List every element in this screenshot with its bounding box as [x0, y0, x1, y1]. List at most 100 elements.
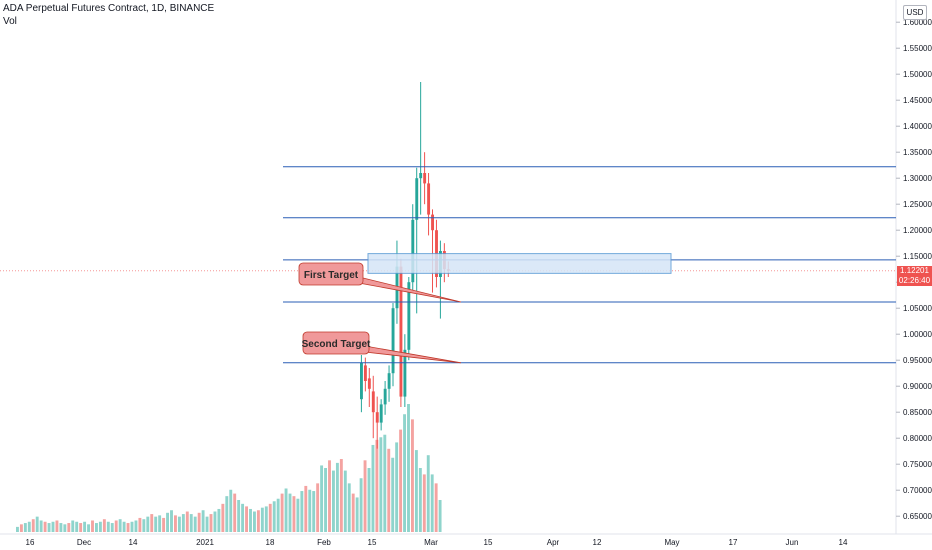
- volume-bar: [316, 483, 320, 532]
- volume-bar: [146, 516, 150, 532]
- volume-bar: [375, 439, 379, 532]
- volume-bar: [110, 523, 114, 532]
- volume-bar: [343, 470, 347, 532]
- volume-bar: [268, 503, 272, 532]
- volume-bar: [272, 501, 276, 532]
- volume-bar: [130, 521, 134, 532]
- price-tick-label: 1.55000: [903, 44, 932, 53]
- volume-bar: [253, 511, 256, 532]
- volume-bar: [193, 516, 197, 532]
- volume-bar: [122, 521, 126, 532]
- volume-bar: [426, 455, 430, 532]
- volume-bar: [383, 434, 387, 532]
- volume-bar: [395, 442, 399, 532]
- candle-countdown: 02:26:40: [898, 276, 931, 285]
- volume-bar: [197, 512, 201, 532]
- volume-bar: [95, 523, 98, 532]
- volume-bar: [332, 470, 335, 532]
- volume-bar: [67, 523, 71, 532]
- volume-bar: [351, 493, 355, 532]
- candle-body: [391, 308, 395, 374]
- volume-bar: [174, 515, 177, 532]
- volume-bar: [31, 519, 35, 532]
- volume-bar: [142, 519, 146, 532]
- volume-bar: [308, 489, 312, 532]
- volume-bar: [296, 498, 300, 532]
- volume-bar: [221, 503, 225, 532]
- volume-bar: [276, 498, 280, 532]
- volume-bar: [35, 516, 39, 532]
- time-tick-label: Feb: [317, 538, 331, 547]
- volume-bar: [233, 493, 237, 532]
- candle-body: [403, 349, 407, 397]
- volume-bar: [79, 523, 83, 532]
- price-tick-label: 1.25000: [903, 200, 932, 209]
- candle-body: [415, 178, 419, 220]
- volume-bar: [185, 511, 189, 532]
- candle-body: [419, 173, 423, 179]
- volume-bar: [91, 520, 94, 532]
- time-tick-label: Mar: [424, 538, 438, 547]
- price-tick-label: 0.85000: [903, 408, 932, 417]
- candle-body: [383, 388, 387, 405]
- volume-bar: [118, 519, 122, 532]
- volume-bar: [300, 491, 304, 532]
- callout-label: First Target: [304, 270, 359, 281]
- volume-bar: [138, 517, 142, 532]
- volume-bar: [158, 515, 162, 532]
- time-tick-label: 12: [593, 538, 602, 547]
- volume-bar: [320, 465, 324, 532]
- volume-bar: [359, 478, 363, 532]
- candle-body: [379, 404, 383, 423]
- price-tick-label: 1.60000: [903, 18, 932, 27]
- price-tick-label: 1.45000: [903, 96, 932, 105]
- volume-bar: [304, 485, 308, 532]
- volume-bar: [347, 483, 351, 532]
- volume-bar: [245, 506, 248, 532]
- volume-bar: [162, 517, 166, 532]
- volume-bar: [177, 516, 181, 532]
- price-tick-label: 1.35000: [903, 148, 932, 157]
- volume-bar: [422, 474, 426, 532]
- volume-bar: [241, 503, 245, 532]
- volume-bar: [201, 510, 205, 532]
- price-tick-label: 1.20000: [903, 226, 932, 235]
- volume-bar: [438, 500, 442, 532]
- symbol-header: ADA Perpetual Futures Contract, 1D, BINA…: [3, 3, 215, 14]
- volume-bar: [391, 457, 395, 532]
- time-tick-label: Jun: [786, 538, 799, 547]
- candle-body: [360, 362, 363, 400]
- candle-body: [431, 214, 434, 231]
- volume-bar: [23, 523, 27, 532]
- volume-bar: [16, 526, 19, 532]
- candle-body: [367, 378, 371, 389]
- volume-bar: [434, 483, 438, 532]
- volume-bar: [371, 444, 375, 532]
- candle-body: [387, 373, 391, 389]
- currency-button[interactable]: USD: [903, 5, 927, 20]
- volume-bar: [114, 520, 118, 532]
- time-tick-label: 2021: [196, 538, 214, 547]
- volume-bar: [63, 524, 67, 532]
- candle-body: [423, 173, 427, 184]
- volume-bar: [430, 474, 434, 532]
- volume-bar: [411, 419, 414, 532]
- volume-bar: [87, 524, 90, 532]
- candle-body: [375, 412, 379, 423]
- volume-bar: [363, 460, 367, 532]
- volume-bar: [43, 521, 47, 532]
- volume-bar: [166, 512, 169, 532]
- volume-bar: [55, 520, 59, 532]
- volume-bar: [237, 500, 241, 532]
- price-tick-label: 0.80000: [903, 434, 932, 443]
- volume-bar: [260, 507, 264, 532]
- volume-bar: [154, 516, 158, 532]
- price-tick-label: 0.70000: [903, 486, 932, 495]
- volume-bar: [19, 524, 23, 532]
- volume-bar: [71, 520, 75, 532]
- price-tick-label: 1.40000: [903, 122, 932, 131]
- volume-bar: [284, 488, 288, 532]
- price-tick-label: 0.90000: [903, 382, 932, 391]
- time-tick-label: May: [664, 538, 679, 547]
